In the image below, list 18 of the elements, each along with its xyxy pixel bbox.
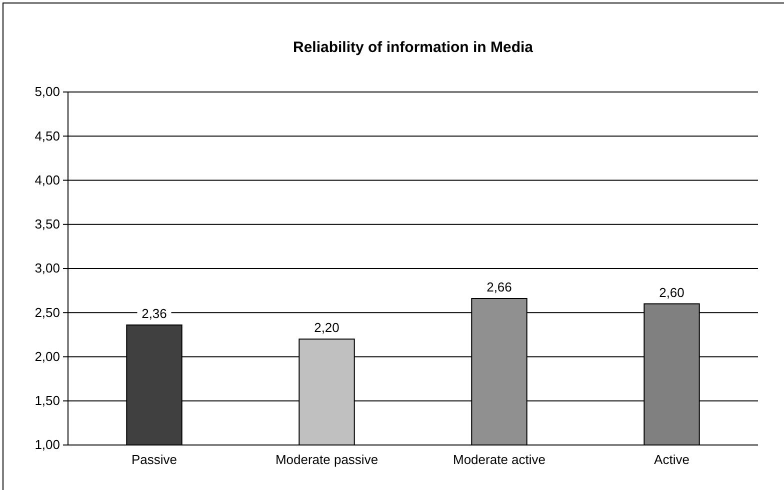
chart-title: Reliability of information in Media: [292, 39, 534, 56]
data-label: 2,60: [659, 284, 684, 300]
data-label: 2,20: [314, 320, 340, 336]
y-tick-label: 4,00: [34, 172, 60, 188]
y-tick-label: 2,00: [34, 348, 60, 364]
y-tick-label: 3,50: [34, 216, 60, 232]
data-label: 2,66: [486, 280, 512, 295]
y-tick-label: 1,50: [34, 393, 60, 408]
x-tick-label: Active: [654, 452, 690, 468]
y-tick-label: 3,00: [34, 260, 60, 276]
data-label: 2,36: [142, 306, 167, 321]
x-tick-label: Moderate active: [453, 452, 546, 468]
y-tick-label: 1,00: [34, 437, 60, 452]
y-tick-label: 5,00: [34, 84, 60, 100]
x-tick-label: Moderate passive: [275, 452, 378, 468]
y-tick-label: 4,50: [34, 128, 60, 144]
x-tick-label: Passive: [131, 452, 178, 468]
y-tick-label: 2,50: [34, 304, 60, 320]
